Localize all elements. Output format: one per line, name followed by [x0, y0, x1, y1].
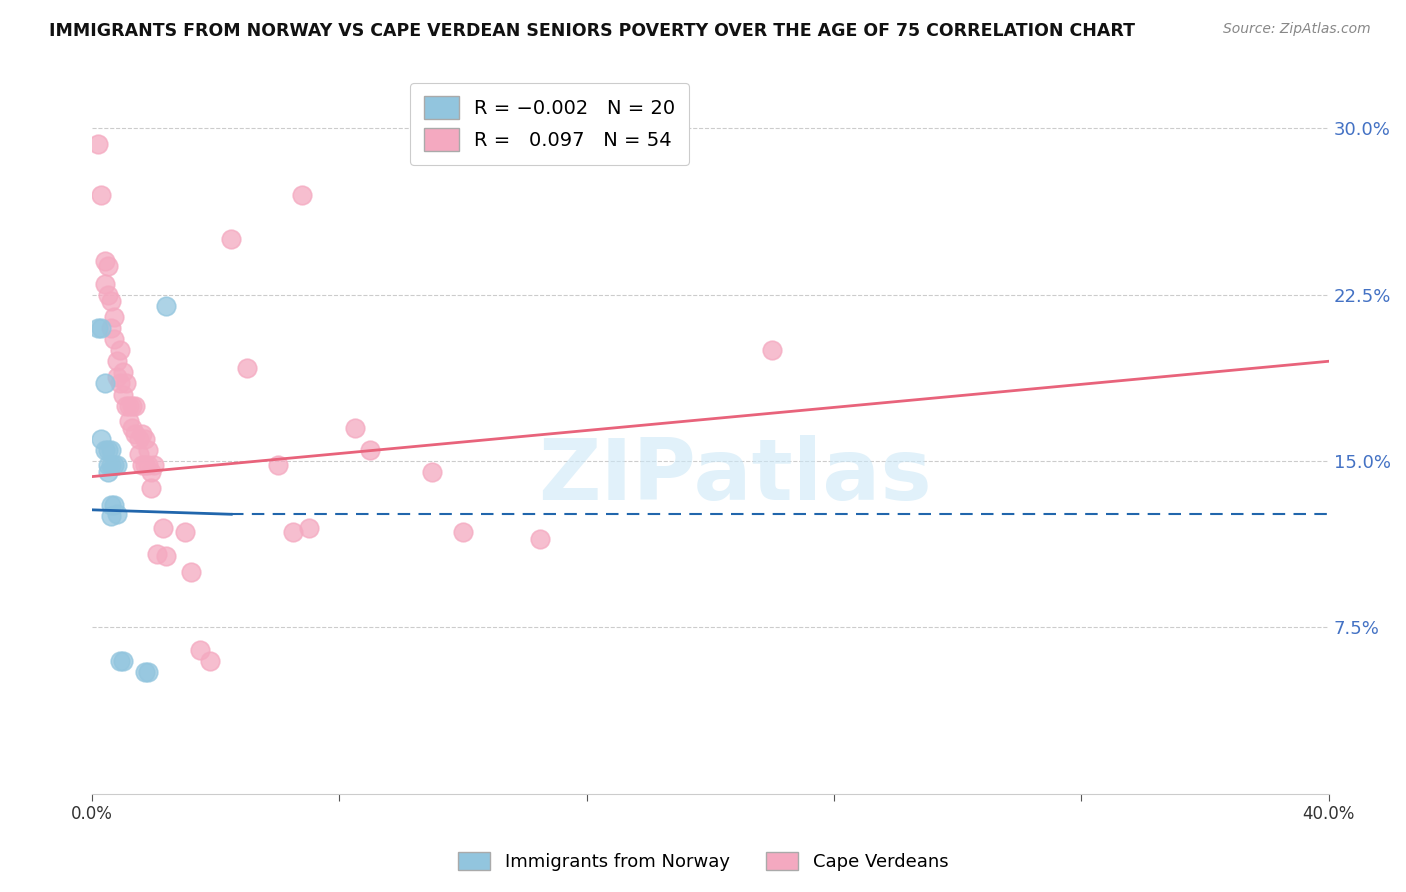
- Point: [221, 232, 243, 246]
- Point: [118, 399, 141, 413]
- Point: [100, 509, 122, 524]
- Point: [131, 427, 153, 442]
- Point: [108, 654, 131, 668]
- Point: [281, 524, 304, 539]
- Point: [139, 465, 162, 479]
- Point: [93, 376, 115, 391]
- Point: [124, 427, 146, 442]
- Point: [108, 376, 131, 391]
- Point: [115, 376, 138, 391]
- Point: [100, 499, 122, 513]
- Point: [146, 547, 169, 561]
- Point: [136, 665, 159, 679]
- Point: [100, 294, 122, 309]
- Point: [103, 332, 125, 346]
- Point: [90, 321, 112, 335]
- Text: ZIPatlas: ZIPatlas: [538, 435, 932, 518]
- Point: [97, 458, 120, 473]
- Point: [121, 399, 143, 413]
- Point: [105, 369, 128, 384]
- Point: [190, 642, 212, 657]
- Point: [90, 432, 112, 446]
- Point: [103, 499, 125, 513]
- Text: Source: ZipAtlas.com: Source: ZipAtlas.com: [1223, 22, 1371, 37]
- Point: [128, 432, 150, 446]
- Point: [235, 360, 257, 375]
- Point: [121, 421, 143, 435]
- Point: [87, 136, 110, 151]
- Point: [97, 259, 120, 273]
- Point: [97, 287, 120, 301]
- Point: [343, 421, 366, 435]
- Point: [139, 481, 162, 495]
- Point: [105, 354, 128, 368]
- Point: [105, 458, 128, 473]
- Point: [93, 277, 115, 291]
- Point: [131, 458, 153, 473]
- Point: [100, 458, 122, 473]
- Point: [420, 465, 443, 479]
- Point: [93, 442, 115, 457]
- Point: [266, 458, 288, 473]
- Point: [112, 365, 135, 379]
- Legend: R = −0.002   N = 20, R =   0.097   N = 54: R = −0.002 N = 20, R = 0.097 N = 54: [411, 83, 689, 164]
- Point: [761, 343, 783, 358]
- Text: IMMIGRANTS FROM NORWAY VS CAPE VERDEAN SENIORS POVERTY OVER THE AGE OF 75 CORREL: IMMIGRANTS FROM NORWAY VS CAPE VERDEAN S…: [49, 22, 1135, 40]
- Point: [134, 458, 156, 473]
- Point: [152, 520, 174, 534]
- Point: [90, 188, 112, 202]
- Point: [155, 549, 177, 564]
- Point: [115, 399, 138, 413]
- Point: [136, 442, 159, 457]
- Point: [118, 414, 141, 428]
- Point: [291, 188, 314, 202]
- Point: [297, 520, 319, 534]
- Point: [100, 321, 122, 335]
- Point: [87, 321, 110, 335]
- Point: [198, 654, 221, 668]
- Legend: Immigrants from Norway, Cape Verdeans: Immigrants from Norway, Cape Verdeans: [450, 845, 956, 879]
- Point: [359, 442, 381, 457]
- Point: [180, 565, 202, 579]
- Point: [105, 508, 128, 522]
- Point: [134, 432, 156, 446]
- Point: [97, 465, 120, 479]
- Point: [134, 665, 156, 679]
- Point: [136, 458, 159, 473]
- Point: [529, 532, 551, 546]
- Point: [103, 458, 125, 473]
- Point: [174, 524, 197, 539]
- Point: [155, 299, 177, 313]
- Point: [143, 458, 166, 473]
- Point: [108, 343, 131, 358]
- Point: [93, 254, 115, 268]
- Point: [112, 387, 135, 401]
- Point: [451, 524, 474, 539]
- Point: [128, 447, 150, 461]
- Point: [97, 442, 120, 457]
- Point: [124, 399, 146, 413]
- Point: [103, 310, 125, 324]
- Point: [112, 654, 135, 668]
- Point: [100, 442, 122, 457]
